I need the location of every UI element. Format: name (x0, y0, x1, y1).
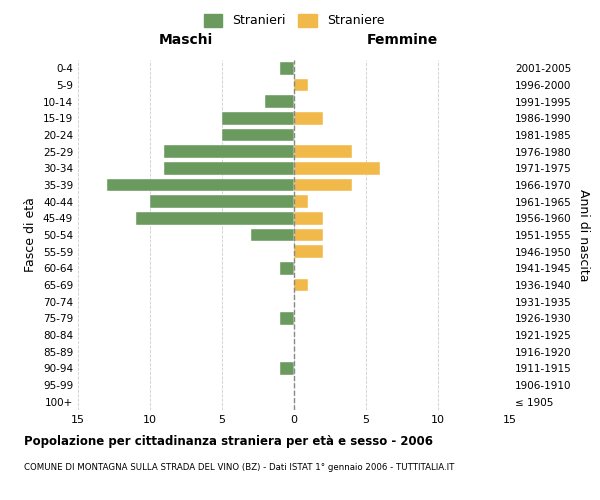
Bar (164, 146, 294, 158)
Text: Maschi: Maschi (159, 32, 213, 46)
Bar (294, 179, 352, 192)
Text: COMUNE DI MONTAGNA SULLA STRADA DEL VINO (BZ) - Dati ISTAT 1° gennaio 2006 - TUT: COMUNE DI MONTAGNA SULLA STRADA DEL VINO… (24, 462, 454, 471)
Bar (294, 279, 308, 291)
Bar (265, 96, 294, 108)
Y-axis label: Anni di nascita: Anni di nascita (577, 188, 590, 281)
Bar (222, 112, 294, 124)
Bar (294, 162, 380, 174)
Bar (294, 146, 352, 158)
Bar (294, 196, 308, 208)
Bar (294, 112, 323, 124)
Bar (222, 129, 294, 141)
Text: Popolazione per cittadinanza straniera per età e sesso - 2006: Popolazione per cittadinanza straniera p… (24, 435, 433, 448)
Bar (294, 246, 323, 258)
Text: Femmine: Femmine (367, 32, 437, 46)
Bar (251, 229, 294, 241)
Bar (280, 262, 294, 274)
Bar (294, 79, 308, 92)
Y-axis label: Fasce di età: Fasce di età (25, 198, 37, 272)
Bar (280, 62, 294, 74)
Bar (280, 312, 294, 324)
Bar (164, 162, 294, 174)
Bar (280, 362, 294, 374)
Bar (107, 179, 294, 192)
Bar (294, 212, 323, 224)
Bar (136, 212, 294, 224)
Bar (294, 229, 323, 241)
Bar (150, 196, 294, 208)
Legend: Stranieri, Straniere: Stranieri, Straniere (199, 8, 389, 32)
